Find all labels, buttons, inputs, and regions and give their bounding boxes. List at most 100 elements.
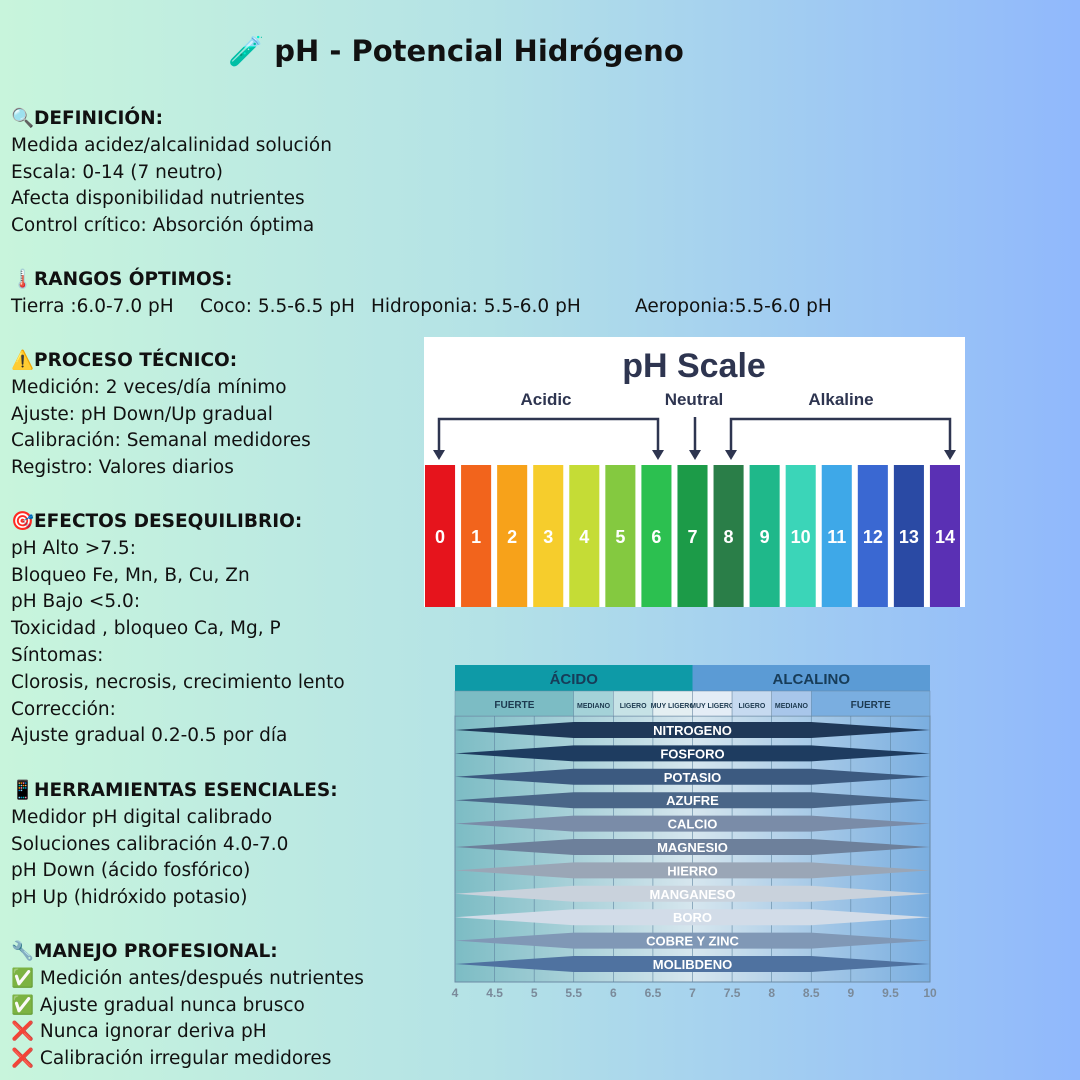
range-item: Coco: 5.5-6.5 pH [200, 295, 355, 317]
group-label: ÁCIDO [550, 671, 599, 688]
ph-level: 12 [863, 527, 883, 547]
subgroup-cell [652, 690, 693, 717]
subgroup-cell [613, 690, 654, 717]
ph-bar [929, 465, 960, 607]
ph-level: 11 [827, 527, 846, 547]
section-line: pH Down (ácido fosfórico) [11, 860, 251, 882]
section-heading: 🌡️RANGOS ÓPTIMOS: [11, 269, 233, 290]
ph-level: 2 [507, 527, 517, 547]
section-line: Clorosis, necrosis, crecimiento lento [11, 671, 345, 693]
ph-bar [641, 465, 672, 607]
ph-level: 4 [579, 527, 589, 547]
section-line: ❌ Nunca ignorar deriva pH [11, 1021, 267, 1043]
section-line: ❌ Calibración irregular medidores [11, 1048, 332, 1070]
section-line: ✅ Ajuste gradual nunca brusco [11, 994, 305, 1016]
nutrient-label: HIERRO [667, 863, 718, 878]
section-line: Síntomas: [11, 645, 104, 666]
section-line: Medición: 2 veces/día mínimo [11, 376, 287, 398]
nutrient-label: MOLIBDENO [653, 957, 732, 972]
ph-bar [785, 465, 816, 607]
ph-level: 6 [651, 527, 661, 547]
ph-bar [461, 465, 492, 607]
section-heading: ⚠️PROCESO TÉCNICO: [11, 350, 238, 371]
arrow-head [689, 450, 701, 460]
group-acid [455, 665, 693, 691]
nutrient-label: FOSFORO [660, 746, 724, 761]
nutrient-band [455, 722, 930, 738]
subgroup-cell [454, 690, 574, 717]
nutrient-band [455, 745, 930, 762]
nutrient-band [455, 839, 930, 855]
nutrient-label: COBRE Y ZINC [646, 934, 739, 949]
section-line: pH Bajo <5.0: [11, 591, 141, 613]
subgroup-label: FUERTE [851, 700, 891, 711]
ph-bar [497, 465, 528, 607]
section-line: Ajuste: pH Down/Up gradual [11, 403, 273, 425]
ph-title: pH Scale [622, 347, 766, 385]
nutrient-label: NITROGENO [653, 723, 732, 738]
axis-label: 9.5 [882, 986, 899, 1000]
section-heading: 🔧MANEJO PROFESIONAL: [11, 941, 278, 962]
subgroup-label: MUY LIGERO [651, 703, 696, 710]
subgroup-cell [771, 690, 812, 717]
ph-level: 1 [471, 527, 481, 547]
section-heading: 📱HERRAMIENTAS ESENCIALES: [11, 780, 338, 801]
arrow-head [725, 450, 737, 460]
section-line: Medidor pH digital calibrado [11, 806, 273, 828]
arrow-head [433, 450, 445, 460]
section-line: Registro: Valores diarios [11, 457, 234, 479]
ph-bar [893, 465, 924, 607]
section-line: pH Alto >7.5: [11, 537, 136, 559]
axis-label: 6 [610, 986, 617, 1000]
ph-level: 13 [899, 527, 919, 547]
section-line: Bloqueo Fe, Mn, B, Cu, Zn [11, 564, 250, 586]
subgroup-label: LIGERO [738, 703, 765, 710]
page-title: 🧪 pH - Potencial Hidrógeno [228, 34, 684, 68]
nutrient-band [455, 862, 930, 879]
section-line: Toxicidad , bloqueo Ca, Mg, P [11, 618, 281, 640]
ph-bar [857, 465, 888, 607]
ph-bar [749, 465, 780, 607]
bracket-arrow [729, 417, 952, 452]
section-line: Soluciones calibración 4.0-7.0 [11, 833, 289, 855]
axis-label: 5.5 [565, 986, 582, 1000]
section-line: Ajuste gradual 0.2-0.5 por día [11, 725, 288, 747]
arrow-head [652, 450, 664, 460]
ph-level: 10 [791, 527, 811, 547]
axis-label: 6.5 [645, 986, 662, 1000]
nutrient-label: MANGANESO [650, 887, 736, 902]
ph-level: 0 [435, 527, 445, 547]
ph-bar [533, 465, 564, 607]
axis-label: 7 [689, 986, 696, 1000]
axis-label: 8.5 [803, 986, 820, 1000]
section-line: pH Up (hidróxido potasio) [11, 887, 248, 909]
nutrient-band [455, 815, 930, 832]
nutrient-band [455, 792, 930, 809]
axis-label: 8 [768, 986, 775, 1000]
section-line: Control crítico: Absorción óptima [11, 215, 315, 237]
section-line: Calibración: Semanal medidores [11, 430, 311, 452]
ph-bar [605, 465, 636, 607]
ph-level: 14 [935, 527, 955, 547]
section-line: Escala: 0-14 (7 neutro) [11, 161, 223, 183]
subgroup-label: MUY LIGERO [690, 703, 735, 710]
nutrient-label: POTASIO [664, 770, 722, 785]
ph-level: 5 [615, 527, 625, 547]
ph-level: 8 [724, 527, 734, 547]
ph-group-label: Alkaline [808, 390, 873, 409]
arrow-head [944, 450, 956, 460]
subgroup-label: LIGERO [620, 703, 647, 710]
nutrient-label: AZUFRE [666, 793, 719, 808]
group-label: ALCALINO [773, 671, 851, 688]
axis-label: 7.5 [724, 986, 741, 1000]
ph-level: 3 [543, 527, 553, 547]
ph-group-label: Neutral [665, 390, 724, 409]
nutrient-band [455, 956, 930, 972]
bracket-arrow [437, 417, 660, 452]
ph-group-label: Acidic [520, 390, 571, 409]
subgroup-label: MEDIANO [775, 703, 809, 710]
section-line: Medida acidez/alcalinidad solución [11, 134, 332, 156]
axis-label: 10 [923, 986, 937, 1000]
